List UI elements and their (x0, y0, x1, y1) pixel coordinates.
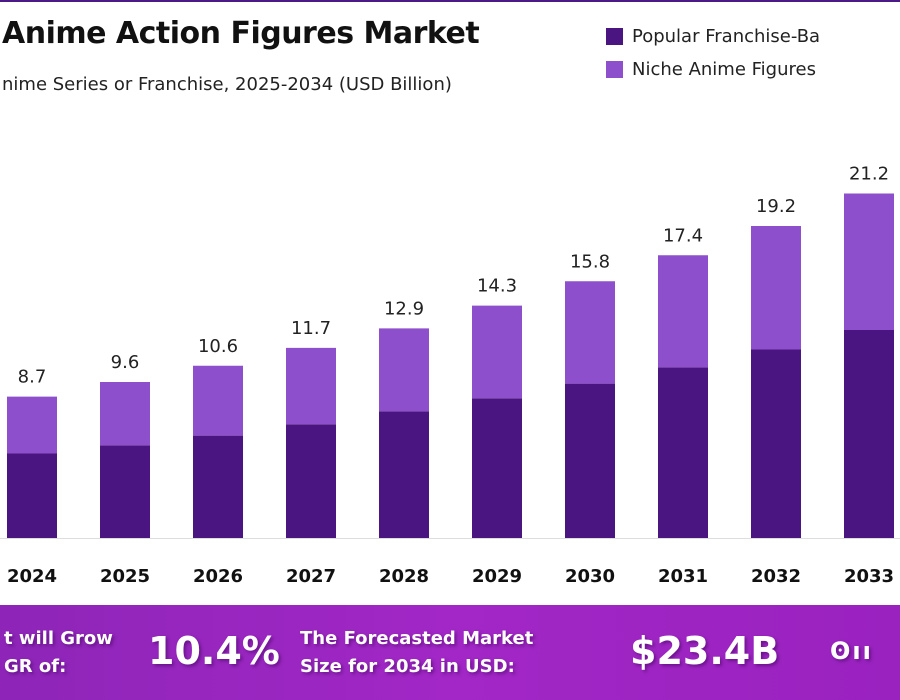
bar-segment-popular (565, 383, 615, 538)
cagr-label-line: GR of: (4, 656, 67, 677)
summary-banner: t will Grow GR of: 10.4% The Forecasted M… (0, 605, 900, 700)
cagr-value: 10.4% (148, 629, 280, 673)
cagr-label-line: t will Grow (4, 628, 113, 649)
bar-total-label: 19.2 (756, 196, 796, 217)
bar-total-label: 11.7 (291, 318, 331, 339)
bar-segment-popular (286, 424, 336, 538)
x-tick-label: 2026 (193, 566, 243, 587)
bar-segment-niche (751, 226, 801, 350)
bar-total-label: 21.2 (849, 164, 889, 185)
bar-total-label: 12.9 (384, 298, 424, 319)
bar-total-label: 10.6 (198, 336, 238, 357)
bar-segment-niche (193, 365, 243, 436)
bar-segment-popular (193, 435, 243, 538)
bar-total-label: 9.6 (111, 352, 140, 373)
bar-total-label: 15.8 (570, 251, 610, 272)
bar-segment-popular (751, 349, 801, 538)
x-tick-label: 2030 (565, 566, 615, 587)
bar-segment-popular (844, 330, 894, 538)
x-tick-label: 2031 (658, 566, 708, 587)
x-tick-label: 2027 (286, 566, 336, 587)
bar-total-label: 8.7 (18, 367, 47, 388)
legend: Popular Franchise-Ba Niche Anime Figures (606, 20, 820, 86)
x-tick-label: 2033 (844, 566, 894, 587)
forecast-label: The Forecasted Market Size for 2034 in US… (300, 625, 533, 681)
legend-swatch (606, 61, 623, 78)
bar-segment-popular (472, 398, 522, 538)
legend-item-niche: Niche Anime Figures (606, 53, 820, 86)
bar-total-label: 14.3 (477, 276, 517, 297)
legend-label: Popular Franchise-Ba (632, 26, 821, 47)
legend-swatch (606, 28, 623, 45)
x-tick-label: 2028 (379, 566, 429, 587)
top-border (0, 0, 900, 2)
bar-segment-niche (100, 382, 150, 446)
forecast-label-line: The Forecasted Market (300, 628, 534, 649)
x-tick-label: 2025 (100, 566, 150, 587)
forecast-label-line: Size for 2034 in USD: (300, 656, 515, 677)
legend-item-popular: Popular Franchise-Ba (606, 20, 820, 53)
bar-segment-niche (472, 305, 522, 399)
cagr-label: t will Grow GR of: (4, 625, 113, 681)
x-tick-label: 2024 (7, 566, 57, 587)
bar-segment-popular (658, 367, 708, 538)
bar-segment-niche (565, 281, 615, 384)
bar-segment-popular (379, 411, 429, 538)
brand-logo: ʘıı (830, 637, 873, 665)
x-tick-label: 2032 (751, 566, 801, 587)
bar-chart: 8.7 2024 9.6 2025 10.6 2026 11.7 2027 12.9 2028 14… (0, 164, 900, 587)
chart-title: Anime Action Figures Market (2, 16, 480, 51)
bar-segment-niche (844, 193, 894, 330)
bar-segment-niche (379, 328, 429, 412)
forecast-value: $23.4B (630, 629, 780, 673)
bar-segment-niche (658, 255, 708, 368)
x-tick-label: 2029 (472, 566, 522, 587)
bar-segment-popular (7, 453, 57, 538)
bar-total-label: 17.4 (663, 225, 703, 246)
legend-label: Niche Anime Figures (632, 59, 816, 80)
chart-subtitle: nime Series or Franchise, 2025-2034 (USD… (2, 74, 452, 95)
bar-segment-niche (286, 347, 336, 425)
bar-segment-popular (100, 445, 150, 538)
bar-segment-niche (7, 396, 57, 454)
